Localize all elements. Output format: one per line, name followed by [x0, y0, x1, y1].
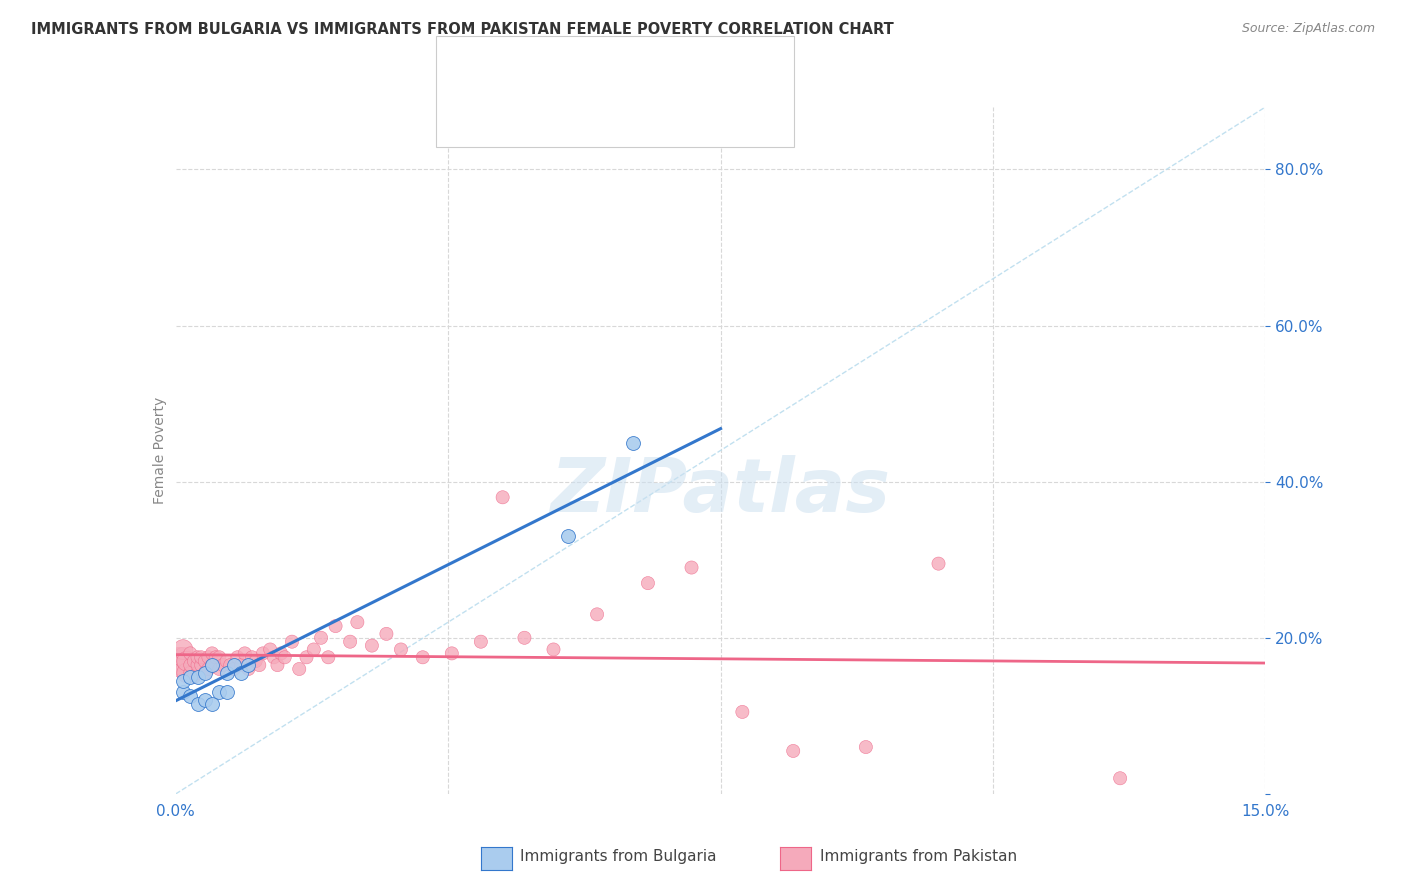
- Point: [339, 634, 361, 648]
- Point: [194, 654, 217, 668]
- Point: [194, 693, 217, 707]
- Point: [245, 654, 267, 668]
- Point: [186, 665, 209, 680]
- Point: [197, 650, 219, 665]
- Point: [247, 658, 270, 673]
- Y-axis label: Female Poverty: Female Poverty: [153, 397, 167, 504]
- Point: [201, 697, 224, 711]
- Point: [440, 646, 463, 660]
- Text: IMMIGRANTS FROM BULGARIA VS IMMIGRANTS FROM PAKISTAN FEMALE POVERTY CORRELATION : IMMIGRANTS FROM BULGARIA VS IMMIGRANTS F…: [31, 22, 894, 37]
- Text: N = 18: N = 18: [661, 53, 724, 70]
- Point: [186, 670, 209, 684]
- Point: [190, 658, 212, 673]
- Point: [492, 490, 515, 504]
- Point: [176, 654, 198, 668]
- Point: [586, 607, 609, 622]
- Point: [172, 673, 194, 688]
- Point: [325, 619, 347, 633]
- Point: [186, 650, 209, 665]
- Point: [201, 658, 224, 673]
- Point: [238, 662, 260, 676]
- Point: [233, 646, 256, 660]
- Point: [318, 650, 340, 665]
- Point: [215, 665, 238, 680]
- Text: R = 0.071: R = 0.071: [505, 94, 595, 112]
- Point: [179, 670, 201, 684]
- Point: [231, 665, 253, 680]
- Point: [252, 646, 274, 660]
- Point: [179, 690, 201, 704]
- Point: [222, 662, 245, 676]
- Point: [194, 665, 217, 680]
- Point: [186, 658, 209, 673]
- Point: [295, 650, 318, 665]
- Point: [1109, 771, 1132, 786]
- Point: [637, 576, 659, 591]
- Point: [183, 670, 205, 684]
- Point: [215, 654, 238, 668]
- Point: [172, 662, 194, 676]
- Point: [197, 662, 219, 676]
- Point: [274, 650, 297, 665]
- Point: [179, 646, 201, 660]
- Point: [212, 658, 235, 673]
- Text: Immigrants from Pakistan: Immigrants from Pakistan: [820, 849, 1017, 863]
- Text: N = 69: N = 69: [661, 94, 724, 112]
- Point: [190, 650, 212, 665]
- Point: [346, 615, 368, 630]
- Point: [281, 634, 304, 648]
- Point: [208, 685, 231, 699]
- Point: [172, 642, 194, 657]
- Point: [222, 658, 245, 673]
- Point: [238, 658, 260, 673]
- Text: Immigrants from Bulgaria: Immigrants from Bulgaria: [520, 849, 717, 863]
- Point: [179, 665, 201, 680]
- Point: [288, 662, 311, 676]
- Point: [266, 658, 288, 673]
- Point: [270, 646, 292, 660]
- Point: [201, 646, 224, 660]
- Point: [226, 650, 249, 665]
- Point: [194, 665, 217, 680]
- Point: [215, 685, 238, 699]
- Point: [259, 642, 281, 657]
- Point: [470, 634, 492, 648]
- Text: ZIPatlas: ZIPatlas: [551, 455, 890, 528]
- Point: [208, 662, 231, 676]
- Point: [309, 631, 332, 645]
- Point: [169, 658, 191, 673]
- Point: [621, 435, 644, 450]
- Point: [782, 744, 804, 758]
- Point: [855, 740, 877, 755]
- Point: [204, 650, 226, 665]
- Point: [169, 650, 191, 665]
- Point: [389, 642, 412, 657]
- Point: [179, 658, 201, 673]
- Point: [208, 650, 231, 665]
- Point: [731, 705, 754, 719]
- Point: [543, 642, 565, 657]
- Point: [302, 642, 325, 657]
- Point: [183, 654, 205, 668]
- Point: [201, 658, 224, 673]
- Point: [928, 557, 950, 571]
- Point: [513, 631, 536, 645]
- Point: [375, 627, 398, 641]
- Point: [412, 650, 434, 665]
- Point: [172, 650, 194, 665]
- Point: [231, 658, 253, 673]
- Point: [681, 560, 703, 574]
- Text: Source: ZipAtlas.com: Source: ZipAtlas.com: [1241, 22, 1375, 36]
- Text: R = 0.712: R = 0.712: [505, 53, 595, 70]
- Point: [172, 685, 194, 699]
- Point: [176, 665, 198, 680]
- Point: [240, 650, 263, 665]
- Point: [557, 529, 579, 543]
- Point: [263, 650, 285, 665]
- Point: [360, 639, 382, 653]
- Point: [186, 697, 209, 711]
- Point: [219, 658, 242, 673]
